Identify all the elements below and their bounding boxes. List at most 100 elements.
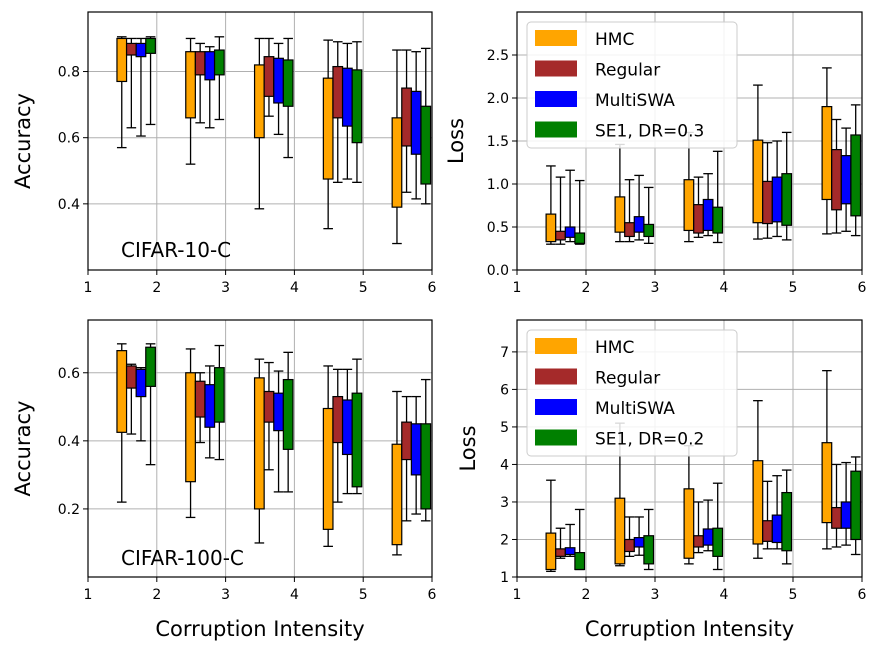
box-rect xyxy=(840,501,852,529)
y-tick-label: 0.8 xyxy=(58,65,80,81)
box-multiswa-intensity-4 xyxy=(341,368,353,495)
y-tick-label: 0.4 xyxy=(58,197,80,213)
x-tick-label: 3 xyxy=(651,280,660,296)
legend-entry: SE1, DR=0.3 xyxy=(595,122,704,142)
legend-swatch xyxy=(535,429,577,446)
box-rect xyxy=(263,56,275,97)
legend-swatch xyxy=(535,30,577,46)
box-rect xyxy=(322,407,334,530)
y-tick-label: 1 xyxy=(500,570,509,586)
box-rect xyxy=(821,105,833,201)
box-rect xyxy=(332,65,344,119)
box-regular-intensity-4 xyxy=(762,142,773,239)
box-multiswa-intensity-3 xyxy=(702,499,714,552)
y-axis-label: Loss xyxy=(456,425,480,471)
box-rect xyxy=(341,67,353,127)
box-hmc-intensity-3 xyxy=(683,445,695,565)
box-rect xyxy=(555,548,566,557)
box-rect xyxy=(185,372,196,483)
box-regular-intensity-2 xyxy=(624,179,635,243)
box-rect xyxy=(273,57,284,104)
box-hmc-intensity-2 xyxy=(185,348,196,519)
x-tick-label: 6 xyxy=(428,280,437,296)
box-multiswa-intensity-3 xyxy=(273,370,284,493)
box-rect xyxy=(332,395,344,444)
box-rect xyxy=(633,216,645,233)
box-se1-intensity-1 xyxy=(574,508,586,571)
box-rect xyxy=(135,368,147,398)
y-tick-label: 3 xyxy=(500,495,509,511)
y-tick-label: 6 xyxy=(500,382,509,398)
box-regular-intensity-1 xyxy=(125,37,137,129)
box-rect xyxy=(821,442,833,524)
y-tick-label: 1.5 xyxy=(487,134,509,150)
legend-entry: MultiSWA xyxy=(595,91,675,111)
box-rect xyxy=(282,378,294,450)
legend-entry: Regular xyxy=(595,61,660,81)
y-tick-label: 5 xyxy=(500,420,509,436)
box-regular-intensity-5 xyxy=(401,49,412,193)
box-multiswa-intensity-4 xyxy=(771,140,783,238)
box-multiswa-intensity-4 xyxy=(771,475,783,550)
box-rect xyxy=(282,59,294,107)
y-tick-label: 0.6 xyxy=(58,131,80,147)
box-rect xyxy=(204,51,216,81)
x-tick-label: 1 xyxy=(513,587,522,603)
box-regular-intensity-4 xyxy=(332,368,344,503)
box-regular-intensity-5 xyxy=(831,118,842,234)
legend-swatch xyxy=(535,60,577,77)
box-se1-intensity-1 xyxy=(145,343,156,466)
box-rect xyxy=(702,198,714,232)
box-se1-intensity-3 xyxy=(282,37,294,159)
box-se1-intensity-5 xyxy=(850,104,862,237)
box-regular-intensity-4 xyxy=(762,480,773,550)
box-rect xyxy=(702,528,714,546)
box-multiswa-intensity-5 xyxy=(840,461,852,546)
legend-swatch xyxy=(535,121,577,138)
box-rect xyxy=(253,377,265,510)
box-rect xyxy=(410,423,422,476)
box-rect xyxy=(762,180,773,225)
box-hmc-intensity-5 xyxy=(821,67,833,235)
box-rect xyxy=(752,460,764,545)
box-rect xyxy=(850,134,862,217)
x-tick-label: 5 xyxy=(789,587,798,603)
box-rect xyxy=(322,77,334,180)
box-hmc-intensity-4 xyxy=(752,84,764,240)
box-rect xyxy=(145,37,156,54)
box-multiswa-intensity-2 xyxy=(204,46,216,129)
box-hmc-intensity-2 xyxy=(614,143,626,243)
cifar100-loss-panel: 1 2 3 4 5 6 1 2 3 4 5 6 7 Loss Corruption Intensity HMC… xyxy=(456,319,867,641)
x-tick-label: 1 xyxy=(84,587,93,603)
box-rect xyxy=(840,155,852,205)
box-multiswa-intensity-1 xyxy=(564,169,576,243)
box-multiswa-intensity-3 xyxy=(702,173,714,237)
box-se1-intensity-2 xyxy=(643,508,655,571)
box-hmc-intensity-1 xyxy=(545,165,557,245)
y-tick-label: 0.6 xyxy=(58,366,80,382)
y-tick-label: 0.2 xyxy=(58,502,80,518)
cifar100-accuracy-panel: 1 2 3 4 5 6 0.2 0.4 0.6 Accuracy Corruption Intens… xyxy=(11,319,437,641)
legend-swatch xyxy=(535,338,577,354)
x-axis-label: Corruption Intensity xyxy=(585,617,794,641)
box-hmc-intensity-3 xyxy=(253,358,265,544)
box-se1-intensity-1 xyxy=(145,36,156,126)
x-tick-label: 3 xyxy=(651,587,660,603)
box-rect xyxy=(574,232,586,244)
box-rect xyxy=(633,537,645,548)
box-hmc-intensity-4 xyxy=(322,365,334,548)
box-rect xyxy=(116,350,128,433)
box-rect xyxy=(831,149,842,211)
box-regular-intensity-2 xyxy=(194,372,206,444)
y-axis-label: Accuracy xyxy=(11,401,35,497)
box-rect xyxy=(391,117,403,208)
x-tick-label: 6 xyxy=(858,280,867,296)
box-multiswa-intensity-5 xyxy=(840,127,852,232)
legend-entry: HMC xyxy=(595,338,634,358)
box-regular-intensity-3 xyxy=(263,361,275,471)
box-rect xyxy=(145,346,156,387)
box-se1-intensity-2 xyxy=(213,36,225,121)
box-rect xyxy=(643,223,655,238)
box-rect xyxy=(831,506,842,529)
